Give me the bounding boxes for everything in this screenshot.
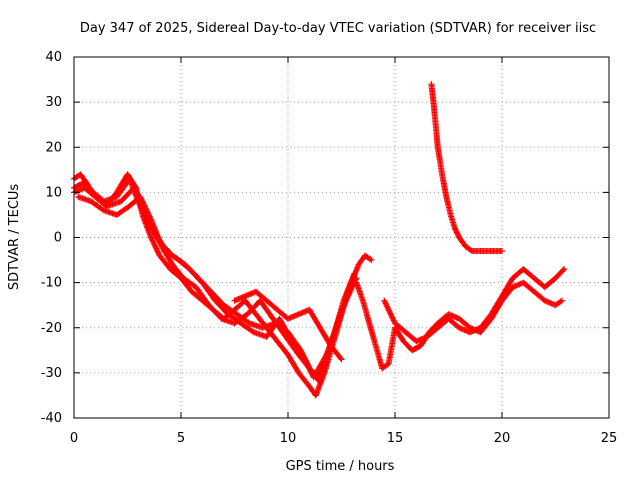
x-axis-label: GPS time / hours (286, 459, 395, 474)
data-point (152, 244, 159, 251)
y-axis: -40 -30 -20 -10 0 10 20 30 40 (41, 50, 609, 426)
data-point (351, 270, 358, 277)
y-tick-label: 30 (45, 95, 62, 110)
series-track-h (428, 81, 505, 255)
data-point (151, 242, 158, 249)
data-point (149, 237, 156, 244)
series-track-b (71, 175, 358, 385)
y-tick-label: -40 (41, 411, 62, 426)
data-point (368, 257, 375, 264)
x-tick-label: 5 (177, 431, 185, 446)
y-tick-label: -20 (41, 321, 62, 336)
data-point (148, 234, 155, 241)
data-point (499, 248, 505, 255)
series-layer (71, 81, 568, 399)
x-axis: 0 5 10 15 20 25 (70, 57, 617, 446)
data-point (337, 355, 344, 362)
data-point (150, 238, 157, 245)
data-point (338, 356, 345, 363)
x-tick-label: 0 (70, 431, 78, 446)
y-tick-label: 20 (45, 140, 62, 155)
x-tick-label: 15 (387, 431, 404, 446)
series-track-g (381, 266, 568, 345)
data-point (467, 247, 474, 254)
y-tick-label: 10 (45, 185, 62, 200)
y-axis-label: SDTVAR / TECUs (7, 184, 22, 291)
y-tick-label: 40 (45, 50, 62, 65)
data-point (367, 256, 374, 263)
x-tick-label: 10 (280, 431, 297, 446)
grid (74, 57, 609, 418)
series-track-d (75, 193, 360, 381)
data-point (153, 246, 160, 253)
data-point (151, 241, 158, 248)
x-tick-label: 20 (494, 431, 511, 446)
data-point (557, 298, 564, 305)
data-point (153, 245, 160, 252)
y-tick-label: 0 (54, 231, 62, 246)
data-point (150, 240, 157, 247)
data-point (155, 249, 162, 256)
y-tick-label: -30 (41, 366, 62, 381)
y-tick-label: -10 (41, 276, 62, 291)
data-point (148, 235, 155, 242)
series-track-e (231, 288, 345, 363)
data-point (559, 267, 566, 274)
x-tick-label: 25 (601, 431, 618, 446)
data-point (154, 248, 161, 255)
data-point (558, 297, 565, 304)
chart-title: Day 347 of 2025, Sidereal Day-to-day VTE… (80, 21, 596, 36)
data-point (561, 266, 568, 273)
